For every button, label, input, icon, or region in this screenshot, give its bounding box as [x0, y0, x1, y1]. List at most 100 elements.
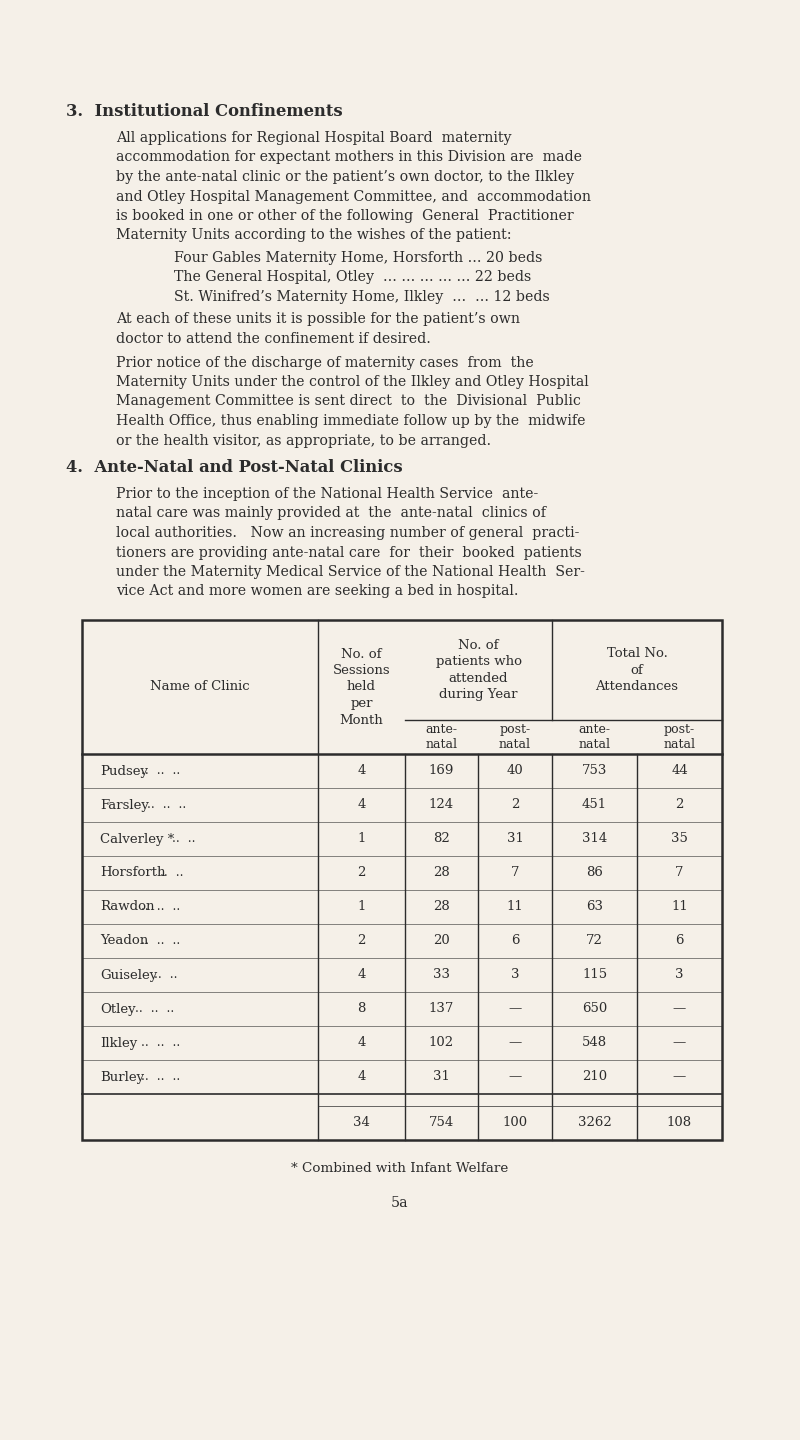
- Text: 82: 82: [433, 832, 450, 845]
- Text: post-
natal: post- natal: [499, 723, 531, 752]
- Text: doctor to attend the confinement if desired.: doctor to attend the confinement if desi…: [116, 333, 431, 346]
- Text: 2: 2: [358, 935, 366, 948]
- Text: ..  ..  ..: .. .. ..: [143, 799, 186, 812]
- Text: 137: 137: [429, 1002, 454, 1015]
- Text: ..  ..  ..: .. .. ..: [138, 900, 181, 913]
- Text: Farsley: Farsley: [100, 799, 149, 812]
- Text: ..  ..: .. ..: [168, 832, 196, 845]
- Text: 4: 4: [358, 799, 366, 812]
- Text: * Combined with Infant Welfare: * Combined with Infant Welfare: [291, 1162, 509, 1175]
- Text: No. of
patients who
attended
during Year: No. of patients who attended during Year: [435, 639, 522, 701]
- Text: 33: 33: [433, 969, 450, 982]
- Text: 6: 6: [510, 935, 519, 948]
- Text: 28: 28: [433, 867, 450, 880]
- Text: 650: 650: [582, 1002, 607, 1015]
- Text: 2: 2: [511, 799, 519, 812]
- Text: Pudsey: Pudsey: [100, 765, 148, 778]
- Text: ..  ..  ..: .. .. ..: [138, 1037, 181, 1050]
- Text: Name of Clinic: Name of Clinic: [150, 681, 250, 694]
- Text: 31: 31: [506, 832, 523, 845]
- Text: No. of
Sessions
held
per
Month: No. of Sessions held per Month: [333, 648, 390, 727]
- Text: 2: 2: [675, 799, 684, 812]
- Text: by the ante-natal clinic or the patient’s own doctor, to the Ilkley: by the ante-natal clinic or the patient’…: [116, 170, 574, 184]
- Text: Horsforth: Horsforth: [100, 867, 166, 880]
- Text: 124: 124: [429, 799, 454, 812]
- Text: 548: 548: [582, 1037, 607, 1050]
- Text: 3.  Institutional Confinements: 3. Institutional Confinements: [66, 104, 342, 120]
- Text: Otley: Otley: [100, 1002, 136, 1015]
- Bar: [82, 621, 722, 1140]
- Text: Prior notice of the discharge of maternity cases  from  the: Prior notice of the discharge of materni…: [116, 356, 534, 370]
- Text: —: —: [508, 1070, 522, 1083]
- Text: —: —: [508, 1037, 522, 1050]
- Text: and Otley Hospital Management Committee, and  accommodation: and Otley Hospital Management Committee,…: [116, 190, 591, 203]
- Text: 4: 4: [358, 1070, 366, 1083]
- Text: ante-
natal: ante- natal: [426, 723, 458, 752]
- Text: accommodation for expectant mothers in this Division are  made: accommodation for expectant mothers in t…: [116, 151, 582, 164]
- Text: under the Maternity Medical Service of the National Health  Ser-: under the Maternity Medical Service of t…: [116, 564, 585, 579]
- Text: 1: 1: [358, 832, 366, 845]
- Text: 63: 63: [586, 900, 603, 913]
- Text: 753: 753: [582, 765, 607, 778]
- Text: ..  ..: .. ..: [150, 969, 177, 982]
- Text: Four Gables Maternity Home, Horsforth ... 20 beds: Four Gables Maternity Home, Horsforth ..…: [174, 251, 542, 265]
- Text: 4.  Ante-Natal and Post-Natal Clinics: 4. Ante-Natal and Post-Natal Clinics: [66, 459, 402, 477]
- Text: St. Winifred’s Maternity Home, Ilkley  ...  ... 12 beds: St. Winifred’s Maternity Home, Ilkley ..…: [174, 289, 550, 304]
- Text: vice Act and more women are seeking a bed in hospital.: vice Act and more women are seeking a be…: [116, 585, 518, 599]
- Text: is booked in one or other of the following  General  Practitioner: is booked in one or other of the followi…: [116, 209, 574, 223]
- Text: 4: 4: [358, 765, 366, 778]
- Text: 8: 8: [358, 1002, 366, 1015]
- Text: 6: 6: [675, 935, 684, 948]
- Text: —: —: [508, 1002, 522, 1015]
- Text: 1: 1: [358, 900, 366, 913]
- Text: post-
natal: post- natal: [663, 723, 695, 752]
- Text: Ilkley: Ilkley: [100, 1037, 138, 1050]
- Text: 3262: 3262: [578, 1116, 611, 1129]
- Text: 7: 7: [675, 867, 684, 880]
- Text: 102: 102: [429, 1037, 454, 1050]
- Text: 86: 86: [586, 867, 603, 880]
- Text: The General Hospital, Otley  ... ... ... ... ... 22 beds: The General Hospital, Otley ... ... ... …: [174, 271, 531, 285]
- Text: Management Committee is sent direct  to  the  Divisional  Public: Management Committee is sent direct to t…: [116, 395, 581, 409]
- Text: 44: 44: [671, 765, 688, 778]
- Text: Prior to the inception of the National Health Service  ante-: Prior to the inception of the National H…: [116, 487, 538, 501]
- Text: 451: 451: [582, 799, 607, 812]
- Text: tioners are providing ante-natal care  for  their  booked  patients: tioners are providing ante-natal care fo…: [116, 546, 582, 560]
- Text: ..  ..  ..: .. .. ..: [138, 935, 181, 948]
- Text: natal care was mainly provided at  the  ante-natal  clinics of: natal care was mainly provided at the an…: [116, 507, 546, 520]
- Text: 4: 4: [358, 969, 366, 982]
- Text: 20: 20: [433, 935, 450, 948]
- Text: ..  ..: .. ..: [156, 867, 183, 880]
- Text: At each of these units it is possible for the patient’s own: At each of these units it is possible fo…: [116, 312, 520, 327]
- Text: 31: 31: [433, 1070, 450, 1083]
- Text: Calverley *: Calverley *: [100, 832, 174, 845]
- Text: 72: 72: [586, 935, 603, 948]
- Text: 754: 754: [429, 1116, 454, 1129]
- Text: All applications for Regional Hospital Board  maternity: All applications for Regional Hospital B…: [116, 131, 511, 145]
- Text: Burley: Burley: [100, 1070, 144, 1083]
- Text: —: —: [673, 1070, 686, 1083]
- Text: 169: 169: [429, 765, 454, 778]
- Text: 314: 314: [582, 832, 607, 845]
- Text: 3: 3: [675, 969, 684, 982]
- Text: 7: 7: [510, 867, 519, 880]
- Text: 3: 3: [510, 969, 519, 982]
- Text: —: —: [673, 1037, 686, 1050]
- Text: Health Office, thus enabling immediate follow up by the  midwife: Health Office, thus enabling immediate f…: [116, 415, 586, 428]
- Text: 40: 40: [506, 765, 523, 778]
- Text: 115: 115: [582, 969, 607, 982]
- Text: Total No.
of
Attendances: Total No. of Attendances: [595, 647, 678, 693]
- Text: 11: 11: [506, 900, 523, 913]
- Text: 100: 100: [502, 1116, 527, 1129]
- Text: or the health visitor, as appropriate, to be arranged.: or the health visitor, as appropriate, t…: [116, 433, 491, 448]
- Text: Yeadon: Yeadon: [100, 935, 148, 948]
- Text: ..  ..  ..: .. .. ..: [138, 765, 181, 778]
- Text: 34: 34: [353, 1116, 370, 1129]
- Text: ..  ..  ..: .. .. ..: [138, 1070, 181, 1083]
- Text: Maternity Units according to the wishes of the patient:: Maternity Units according to the wishes …: [116, 229, 512, 242]
- Text: ..  ..  ..: .. .. ..: [131, 1002, 174, 1015]
- Text: —: —: [673, 1002, 686, 1015]
- Text: Rawdon: Rawdon: [100, 900, 154, 913]
- Text: 210: 210: [582, 1070, 607, 1083]
- Text: 5a: 5a: [391, 1197, 409, 1210]
